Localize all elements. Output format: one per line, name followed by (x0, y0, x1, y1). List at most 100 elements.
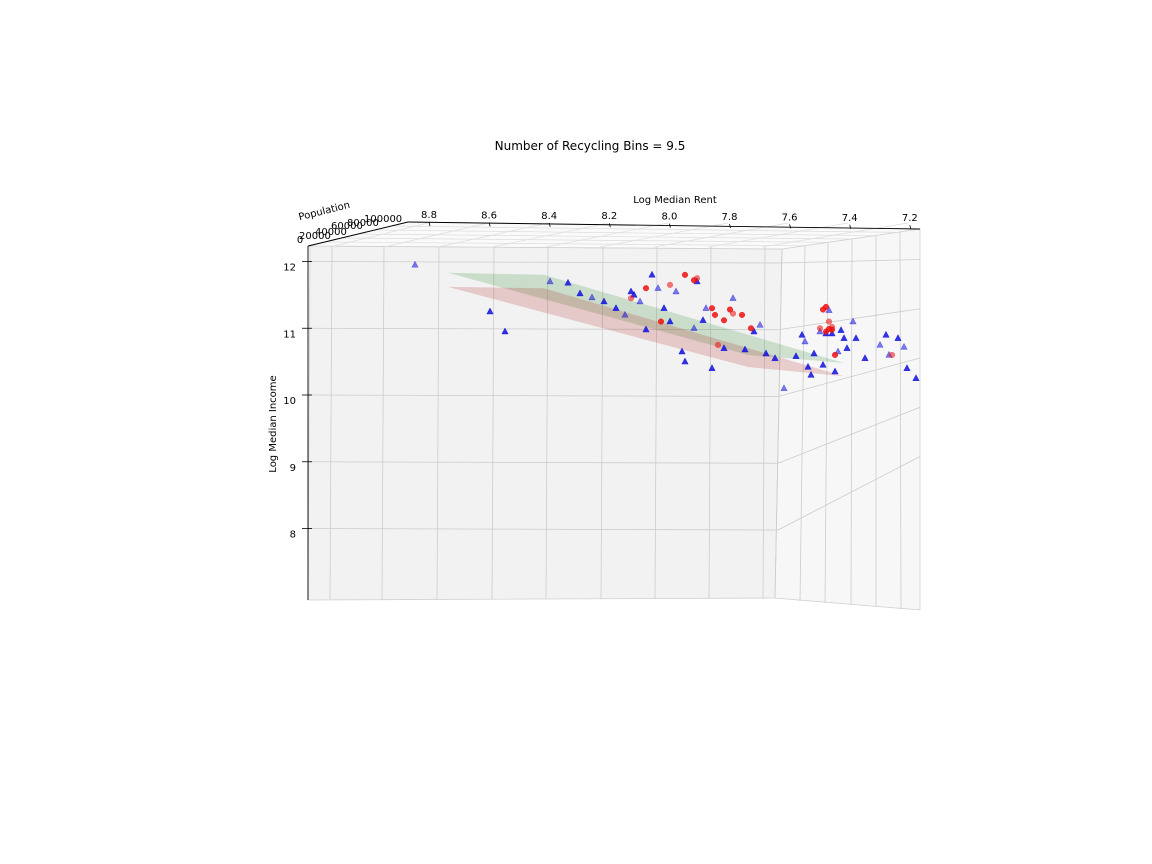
data-point-circle (708, 305, 716, 312)
data-point-triangle (546, 277, 554, 285)
data-point-circle (729, 310, 737, 317)
y-axis-label: Log Median Income (268, 375, 279, 472)
data-point-circle (822, 328, 830, 335)
data-point-triangle (648, 270, 656, 278)
data-point-circle (726, 306, 734, 313)
grid-line (491, 246, 495, 600)
grid-line (774, 248, 783, 599)
grid-line (777, 456, 921, 531)
x-tick-label: 7.8 (722, 212, 738, 223)
data-point-triangle (642, 325, 650, 333)
grid-line (309, 327, 779, 331)
z-tick-label: 80000 (347, 218, 379, 229)
x-tick-label: 8.0 (661, 212, 677, 223)
grid-line (309, 528, 779, 531)
data-point-triangle (792, 352, 800, 359)
y-tick-label: 9 (290, 463, 296, 474)
grid-line (824, 242, 829, 604)
y-tick-label: 12 (283, 263, 296, 274)
data-point-circle (822, 303, 830, 310)
data-point-triangle (900, 342, 908, 350)
data-points (411, 260, 920, 391)
y-tick-label: 8 (290, 530, 296, 541)
data-point-triangle (882, 330, 890, 338)
data-point-triangle (666, 317, 674, 325)
grid-line (309, 394, 779, 397)
x-tick-mark (488, 222, 491, 227)
data-point-triangle (810, 349, 818, 357)
grid-line (777, 308, 921, 331)
data-point-circle (828, 323, 836, 330)
data-point-triangle (690, 324, 698, 331)
grid-line (545, 246, 549, 600)
grid-line (326, 241, 806, 247)
data-point-triangle (798, 330, 806, 338)
x-tick-mark (789, 224, 791, 229)
data-point-triangle (801, 337, 809, 345)
x-tick-mark (608, 223, 611, 228)
z-tick-label: 100000 (364, 214, 402, 225)
data-point-triangle (843, 344, 851, 351)
grid-line (436, 246, 440, 600)
data-point-triangle (708, 364, 716, 371)
data-point-triangle (819, 360, 827, 368)
grid-line (600, 246, 604, 600)
data-point-triangle (828, 329, 836, 337)
z-tick-label: 40000 (315, 227, 347, 238)
y-tick-labels: 8 9 10 11 12 (283, 261, 312, 541)
y-tick-label: 11 (283, 329, 296, 340)
z-tick-label: 60000 (331, 221, 363, 232)
chart-title: Number of Recycling Bins = 9.5 (495, 139, 686, 153)
data-point-triangle (654, 284, 662, 291)
grid-line (391, 225, 898, 233)
grid-line (799, 245, 806, 602)
data-point-circle (666, 281, 674, 288)
data-point-circle (747, 325, 755, 332)
data-point-triangle (750, 327, 758, 335)
data-point-triangle (411, 260, 419, 268)
data-point-triangle (840, 334, 848, 341)
data-point-triangle (852, 334, 860, 341)
data-point-triangle (837, 326, 845, 333)
data-point-triangle (660, 304, 668, 311)
data-point-triangle (849, 317, 857, 325)
data-point-triangle (702, 304, 710, 311)
z-axis-line (307, 221, 409, 247)
x-tick-label: 7.4 (842, 213, 858, 224)
data-point-triangle (756, 320, 764, 328)
grid-line (599, 222, 729, 248)
data-point-triangle (912, 374, 920, 381)
data-point-triangle (903, 364, 911, 371)
data-point-triangle (861, 354, 869, 361)
grid-line (777, 357, 921, 397)
data-point-triangle (771, 354, 779, 361)
z-tick-label: 20000 (299, 231, 331, 242)
grid-line (850, 238, 853, 606)
x-axis-label: Log Median Rent (633, 195, 717, 206)
grid-line (777, 406, 921, 464)
x-tick-label: 8.2 (601, 211, 617, 222)
regression-plane-1 (448, 272, 844, 363)
data-point-triangle (636, 297, 644, 305)
z-tick-label: 0 (297, 235, 303, 246)
data-point-triangle (672, 287, 680, 295)
data-point-triangle (486, 307, 494, 315)
data-point-circle (642, 285, 650, 292)
data-point-triangle (588, 293, 596, 301)
data-point-triangle (681, 357, 689, 365)
x-tick-label: 7.2 (902, 213, 918, 224)
z-axis-label: Population (298, 200, 352, 223)
grid-line (358, 233, 852, 240)
x-tick-mark (548, 222, 551, 227)
data-point-triangle (804, 362, 812, 370)
data-point-circle (825, 318, 833, 325)
data-point-triangle (612, 304, 620, 311)
data-point-triangle (576, 289, 584, 297)
grid-line (545, 222, 669, 248)
data-point-circle (714, 341, 722, 348)
data-point-triangle (501, 327, 509, 335)
data-point-circle (681, 271, 689, 278)
data-point-triangle (780, 384, 788, 391)
